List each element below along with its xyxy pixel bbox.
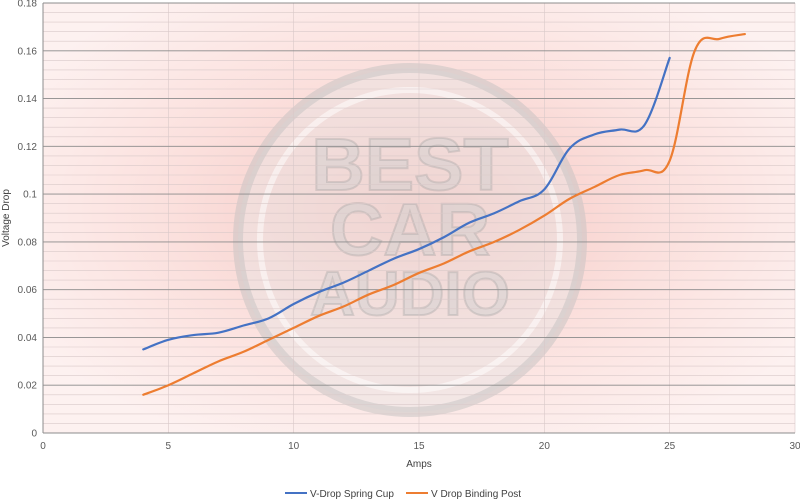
legend-label-binding-post: V Drop Binding Post [431,489,521,500]
y-tick-label: 0.04 [18,333,38,344]
x-tick-label: 15 [413,441,425,452]
x-axis-title: Amps [406,459,432,470]
x-tick-label: 10 [288,441,300,452]
x-tick-label: 30 [789,441,800,452]
x-axis-ticks: 0 5 10 15 20 25 30 [40,441,800,452]
x-tick-label: 0 [40,441,46,452]
x-tick-label: 20 [539,441,551,452]
legend-label-spring-cup: V-Drop Spring Cup [310,489,394,500]
y-tick-label: 0.14 [18,94,38,105]
legend: V-Drop Spring Cup V Drop Binding Post [285,489,521,500]
x-tick-label: 25 [664,441,676,452]
x-tick-label: 5 [166,441,172,452]
watermark-logo: BEST CAR AUDIO [233,63,587,417]
series-line-binding-post [142,32,746,396]
series-layer [142,32,746,396]
y-tick-label: 0.1 [23,190,37,201]
y-tick-label: 0.02 [18,381,38,392]
y-tick-label: 0.18 [18,0,38,10]
y-tick-label: 0.08 [18,237,38,248]
y-tick-label: 0.16 [18,46,38,57]
y-axis-ticks: 0 0.02 0.04 0.06 0.08 0.1 0.12 0.14 0.16 0.18 [18,0,38,440]
y-tick-label: 0.12 [18,142,38,153]
series-line-spring-cup [142,56,671,351]
watermark-line-2: CAR [330,188,490,271]
y-axis-title: Voltage Drop [1,189,12,247]
axes [42,3,795,434]
y-tick-label: 0.06 [18,285,38,296]
y-tick-label: 0 [31,429,37,440]
